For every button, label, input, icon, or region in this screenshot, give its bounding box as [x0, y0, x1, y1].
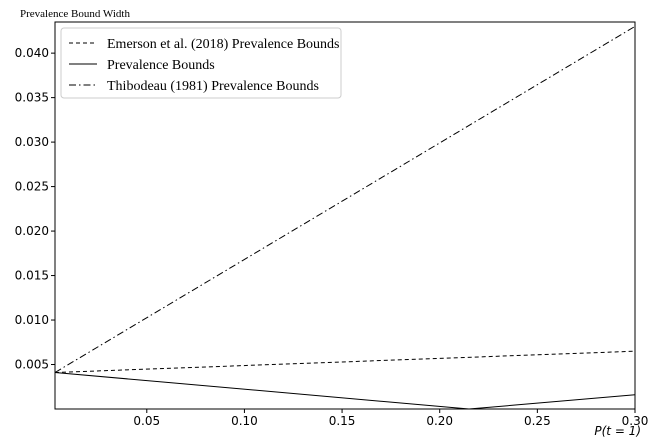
- series-line-0: [54, 350, 636, 373]
- plot-frame: [54, 21, 636, 410]
- x-tick-label: 0.05: [133, 414, 160, 428]
- legend-label-1: Prevalence Bounds: [107, 58, 215, 73]
- x-tick-label: 0.20: [426, 414, 453, 428]
- y-tick-label: 0.035: [15, 91, 49, 105]
- x-tick-label: 0.10: [231, 414, 258, 428]
- legend: Emerson et al. (2018) Prevalence Bounds P…: [60, 27, 342, 99]
- y-axis-label: Prevalence Bound Width: [20, 8, 130, 20]
- y-tick-label: 0.020: [15, 224, 49, 238]
- x-tick-label: 0.30: [622, 414, 649, 428]
- x-tick-label: 0.25: [524, 414, 551, 428]
- legend-label-0: Emerson et al. (2018) Prevalence Bounds: [107, 37, 340, 52]
- legend-box: [60, 27, 342, 99]
- y-tick-label: 0.015: [15, 269, 49, 283]
- y-tick-label: 0.030: [15, 135, 49, 149]
- x-axis-label: P(t = 1): [594, 424, 641, 438]
- y-tick-label: 0.040: [15, 46, 49, 60]
- ticks-layer: 0.05 0.10 0.15 0.20 0.25 0.30 0.005 0.010 0.015 0…: [15, 46, 649, 428]
- y-tick-label: 0.010: [15, 313, 49, 327]
- y-tick-label: 0.025: [15, 180, 49, 194]
- x-tick-label: 0.15: [329, 414, 356, 428]
- y-tick-label: 0.005: [15, 358, 49, 372]
- series-line-1: [54, 372, 636, 410]
- legend-label-2: Thibodeau (1981) Prevalence Bounds: [107, 79, 319, 94]
- series-line-2: [54, 25, 636, 373]
